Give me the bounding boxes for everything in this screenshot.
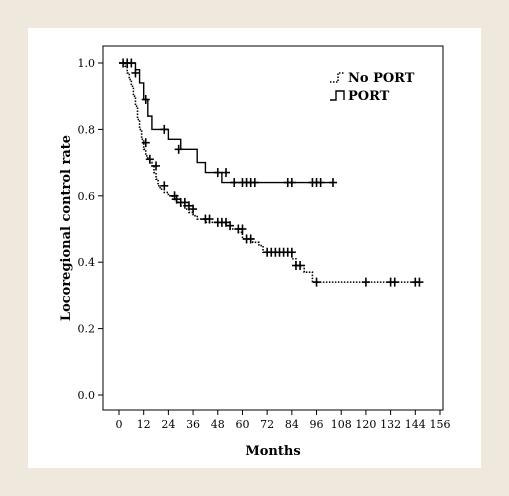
censor-mark: [296, 261, 305, 271]
censor-mark: [172, 194, 181, 204]
censor-mark: [160, 124, 169, 134]
y-tick-label: 0.6: [78, 190, 96, 203]
censor-mark: [145, 154, 154, 164]
censor-mark: [184, 201, 193, 211]
censor-mark: [127, 58, 136, 68]
legend-item-no-port: No PORT: [330, 71, 415, 86]
x-tick-label: 96: [310, 418, 324, 431]
censor-mark: [141, 138, 150, 148]
censor-mark: [361, 277, 370, 287]
y-tick-label: 0.0: [78, 389, 96, 402]
censor-mark: [316, 178, 325, 188]
legend-label: PORT: [348, 89, 390, 104]
x-tick-label: 48: [211, 418, 225, 431]
censor-mark: [312, 277, 321, 287]
legend-label: No PORT: [348, 71, 415, 86]
censor-mark: [390, 277, 399, 287]
legend-swatch: [330, 90, 345, 101]
x-tick-label: 0: [116, 418, 123, 431]
series-layer: [119, 58, 424, 287]
x-tick-label: 72: [260, 418, 274, 431]
x-tick-label: 60: [235, 418, 249, 431]
censor-mark: [226, 221, 235, 231]
y-tick-label: 1.0: [78, 57, 96, 70]
censor-mark: [160, 181, 169, 191]
legend: No PORT PORT: [330, 71, 415, 104]
censor-mark: [205, 214, 214, 224]
y-tick-label: 0.2: [78, 323, 96, 336]
x-tick-label: 24: [161, 418, 175, 431]
censor-mark: [222, 168, 230, 178]
censor-mark: [246, 234, 255, 244]
x-tick-label: 120: [355, 418, 376, 431]
censor-mark: [287, 247, 296, 257]
plot-frame: [102, 45, 444, 411]
y-axis-title: Locoregional control rate: [59, 135, 74, 321]
x-tick-label: 84: [285, 418, 299, 431]
x-tick-label: 12: [137, 418, 151, 431]
censor-mark: [213, 168, 222, 178]
censor-mark: [152, 161, 161, 171]
axes: 0 12 24 36 48 60 72 84 96 108 120 132 144 156 0.0 0.2 0.…: [78, 45, 451, 431]
survival-curve: [119, 62, 333, 184]
censor-mark: [238, 224, 247, 234]
x-tick-label: 132: [380, 418, 401, 431]
y-tick-label: 0.8: [78, 123, 96, 136]
y-tick-label: 0.4: [78, 256, 96, 269]
censor-mark: [189, 204, 198, 214]
censor-mark: [415, 277, 424, 287]
series-no-port: [119, 62, 424, 287]
series-port: [119, 58, 337, 188]
legend-item-port: PORT: [330, 89, 390, 104]
x-tick-label: 156: [430, 418, 451, 431]
x-tick-label: 144: [405, 418, 426, 431]
censor-mark: [180, 197, 189, 207]
censor-mark: [174, 144, 183, 154]
censor-mark: [287, 178, 296, 188]
censor-mark: [230, 178, 239, 188]
censor-mark: [329, 178, 337, 188]
censor-mark: [250, 178, 259, 188]
censor-mark: [222, 217, 230, 227]
legend-swatch: [330, 72, 344, 83]
censor-mark: [141, 95, 150, 105]
x-tick-label: 36: [186, 418, 200, 431]
survival-curve: [119, 62, 420, 283]
x-tick-label: 108: [331, 418, 352, 431]
x-axis-title: Months: [245, 444, 300, 459]
